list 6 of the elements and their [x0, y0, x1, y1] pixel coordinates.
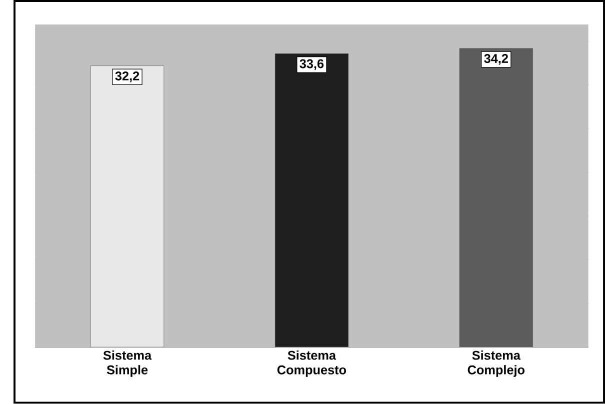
data-label: 34,2 [484, 54, 508, 65]
x-tick-label: Sistema Simple [103, 350, 152, 378]
x-tick-label: Sistema Compuesto [277, 350, 346, 378]
x-tick-label: Sistema Complejo [468, 350, 525, 378]
data-label: 32,2 [115, 72, 140, 82]
data-label: 33,6 [300, 59, 324, 70]
